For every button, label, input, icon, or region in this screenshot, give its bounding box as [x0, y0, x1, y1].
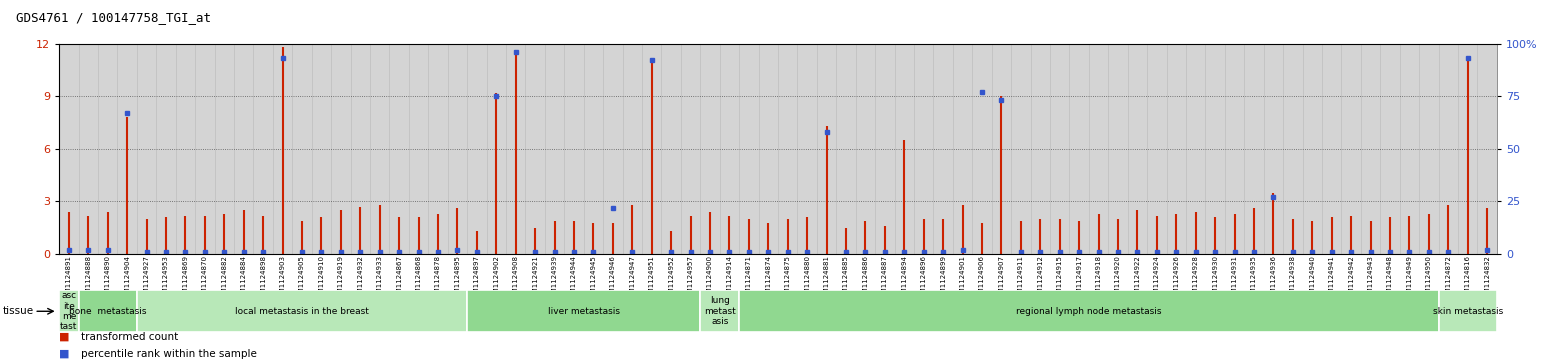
Bar [1108, 44, 1128, 254]
Bar [1439, 290, 1497, 332]
Bar [331, 44, 350, 254]
Bar [1030, 44, 1050, 254]
Bar [1245, 44, 1263, 254]
Bar [1439, 44, 1458, 254]
Bar [604, 44, 622, 254]
Bar [506, 44, 526, 254]
Bar [1419, 44, 1439, 254]
Text: transformed count: transformed count [81, 332, 177, 342]
Bar [1380, 44, 1400, 254]
Text: local metastasis in the breast: local metastasis in the breast [235, 307, 369, 316]
Bar [643, 44, 661, 254]
Bar [1147, 44, 1167, 254]
Bar [293, 44, 311, 254]
Text: GDS4761 / 100147758_TGI_at: GDS4761 / 100147758_TGI_at [16, 11, 210, 24]
Bar [215, 44, 233, 254]
Bar [1284, 44, 1302, 254]
Bar [1458, 44, 1478, 254]
Text: liver metastasis: liver metastasis [548, 307, 619, 316]
Bar [622, 44, 643, 254]
Bar [389, 44, 409, 254]
Bar [1167, 44, 1186, 254]
Bar [176, 44, 194, 254]
Bar [720, 44, 739, 254]
Bar [1400, 44, 1419, 254]
Bar [1263, 44, 1284, 254]
Bar [1186, 44, 1206, 254]
Bar [1323, 44, 1341, 254]
Bar [1206, 44, 1225, 254]
Bar [856, 44, 874, 254]
Bar [991, 44, 1011, 254]
Bar [874, 44, 895, 254]
Bar [1478, 44, 1497, 254]
Bar [194, 44, 215, 254]
Bar [59, 44, 78, 254]
Bar [59, 290, 78, 332]
Bar [913, 44, 934, 254]
Bar [1341, 44, 1362, 254]
Bar [1302, 44, 1323, 254]
Text: bone  metastasis: bone metastasis [68, 307, 146, 316]
Text: asc
ite
me
tast: asc ite me tast [61, 291, 78, 331]
Bar [565, 44, 584, 254]
Bar [137, 290, 467, 332]
Bar [467, 44, 487, 254]
Bar [1225, 44, 1245, 254]
Bar [700, 44, 720, 254]
Bar [487, 44, 506, 254]
Text: regional lymph node metastasis: regional lymph node metastasis [1016, 307, 1162, 316]
Bar [350, 44, 370, 254]
Text: tissue: tissue [3, 306, 34, 316]
Bar [778, 44, 797, 254]
Bar [137, 44, 156, 254]
Bar [817, 44, 836, 254]
Bar [584, 44, 604, 254]
Bar [739, 290, 1439, 332]
Text: ■: ■ [59, 349, 70, 359]
Bar [98, 44, 117, 254]
Bar [1362, 44, 1380, 254]
Bar [1050, 44, 1069, 254]
Bar [272, 44, 293, 254]
Bar [1089, 44, 1108, 254]
Bar [952, 44, 972, 254]
Bar [759, 44, 778, 254]
Text: ■: ■ [59, 332, 70, 342]
Bar [526, 44, 545, 254]
Bar [1011, 44, 1030, 254]
Bar [1128, 44, 1147, 254]
Bar [661, 44, 682, 254]
Bar [311, 44, 331, 254]
Text: percentile rank within the sample: percentile rank within the sample [81, 349, 257, 359]
Bar [836, 44, 856, 254]
Bar [448, 44, 467, 254]
Text: lung
metast
asis: lung metast asis [703, 296, 736, 326]
Bar [739, 44, 759, 254]
Bar [156, 44, 176, 254]
Bar [370, 44, 389, 254]
Bar [233, 44, 254, 254]
Bar [895, 44, 913, 254]
Bar [934, 44, 952, 254]
Bar [797, 44, 817, 254]
Bar [467, 290, 700, 332]
Bar [409, 44, 428, 254]
Bar [1069, 44, 1089, 254]
Bar [254, 44, 272, 254]
Bar [117, 44, 137, 254]
Bar [972, 44, 991, 254]
Bar [700, 290, 739, 332]
Bar [78, 290, 137, 332]
Bar [682, 44, 700, 254]
Bar [545, 44, 565, 254]
Text: skin metastasis: skin metastasis [1433, 307, 1503, 316]
Bar [78, 44, 98, 254]
Bar [428, 44, 448, 254]
